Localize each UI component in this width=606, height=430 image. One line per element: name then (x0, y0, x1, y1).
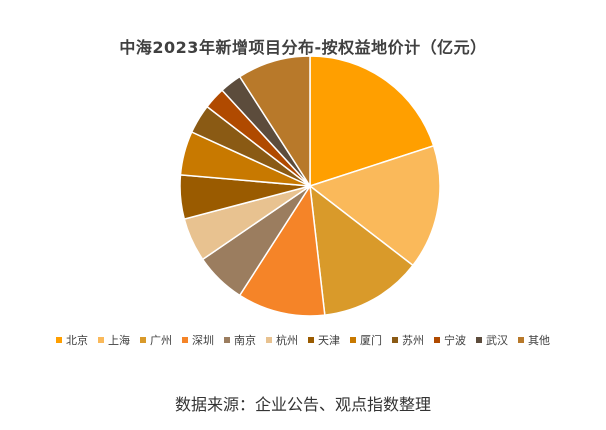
chart-panel: 中海2023年新增项目分布-按权益地价计（亿元） 北京 上海 广州 深圳 南京 杭州 天津 厦… (56, 18, 550, 358)
legend-label: 南京 (234, 334, 256, 347)
legend-item-深圳: 深圳 (182, 332, 214, 348)
legend: 北京 上海 广州 深圳 南京 杭州 天津 厦门 苏州 宁波 武汉 其他 (56, 332, 550, 348)
pie-chart (179, 55, 441, 317)
legend-label: 上海 (108, 334, 130, 347)
pie-slice-上海 (308, 144, 441, 267)
legend-item-上海: 上海 (98, 332, 130, 348)
legend-label: 广州 (150, 334, 172, 347)
legend-item-厦门: 厦门 (350, 332, 382, 348)
legend-label: 杭州 (276, 334, 298, 347)
legend-swatch (392, 337, 398, 343)
pie-slice-北京 (309, 55, 435, 188)
legend-label: 其他 (528, 334, 550, 347)
legend-item-武汉: 武汉 (476, 332, 508, 348)
chart-title: 中海2023年新增项目分布-按权益地价计（亿元） (119, 38, 487, 57)
source-note: 数据来源：企业公告、观点指数整理 (174, 395, 431, 414)
legend-swatch (224, 337, 230, 343)
legend-swatch (518, 337, 524, 343)
legend-label: 深圳 (192, 334, 214, 347)
legend-label: 厦门 (360, 334, 382, 347)
legend-swatch (98, 337, 104, 343)
legend-label: 宁波 (444, 334, 466, 347)
pie-slice-深圳 (238, 183, 326, 317)
legend-item-天津: 天津 (308, 332, 340, 348)
legend-swatch (266, 337, 272, 343)
legend-swatch (350, 337, 356, 343)
legend-item-北京: 北京 (56, 332, 88, 348)
legend-swatch (476, 337, 482, 343)
legend-item-南京: 南京 (224, 332, 256, 348)
legend-swatch (308, 337, 314, 343)
legend-item-苏州: 苏州 (392, 332, 424, 348)
legend-item-杭州: 杭州 (266, 332, 298, 348)
legend-item-广州: 广州 (140, 332, 172, 348)
legend-swatch (56, 337, 62, 343)
legend-label: 北京 (66, 334, 88, 347)
legend-label: 苏州 (402, 334, 424, 347)
legend-label: 天津 (318, 334, 340, 347)
legend-swatch (434, 337, 440, 343)
pie-slice-其他 (238, 55, 311, 189)
legend-item-其他: 其他 (518, 332, 550, 348)
legend-label: 武汉 (486, 334, 508, 347)
legend-swatch (140, 337, 146, 343)
legend-swatch (182, 337, 188, 343)
legend-item-宁波: 宁波 (434, 332, 466, 348)
pie-slice-广州 (309, 184, 414, 316)
